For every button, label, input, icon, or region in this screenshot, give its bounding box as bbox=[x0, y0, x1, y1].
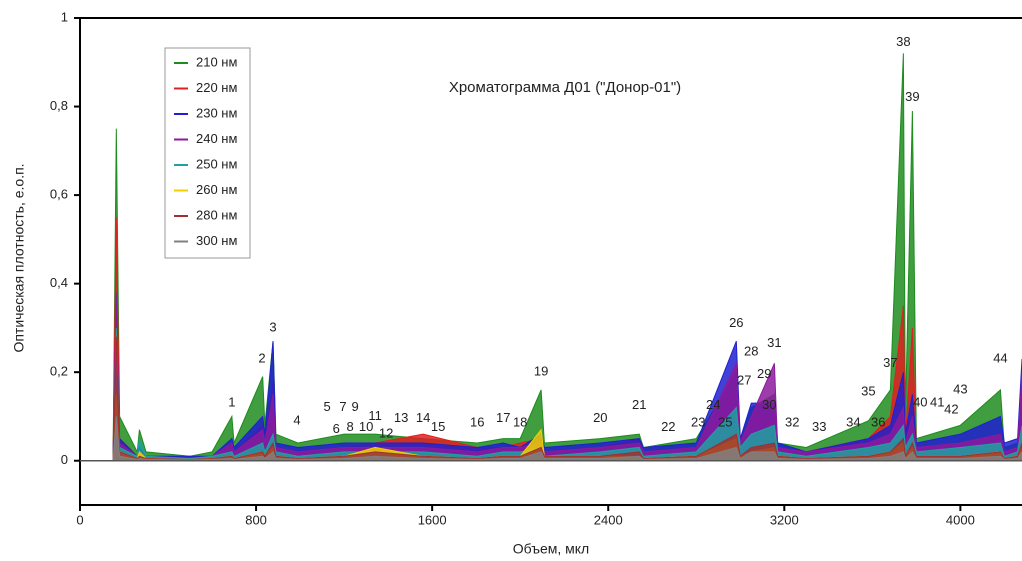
peak-label: 10 bbox=[359, 419, 373, 434]
trace-area bbox=[80, 336, 1022, 462]
chart-title: Хроматограмма Д01 ("Донор-01") bbox=[449, 79, 681, 96]
peak-label: 36 bbox=[871, 415, 885, 430]
legend-label: 300 нм bbox=[196, 233, 237, 248]
peak-label: 17 bbox=[496, 410, 510, 425]
peak-label: 42 bbox=[944, 401, 958, 416]
peak-label: 16 bbox=[470, 415, 484, 430]
peak-label: 32 bbox=[785, 415, 799, 430]
peak-label: 14 bbox=[416, 410, 430, 425]
y-axis-label: Оптическая плотность, е.о.п. bbox=[11, 163, 27, 352]
peak-label: 12 bbox=[379, 426, 393, 441]
peak-label: 1 bbox=[228, 395, 235, 410]
traces bbox=[80, 53, 1022, 462]
peak-label: 26 bbox=[729, 315, 743, 330]
x-tick-label: 800 bbox=[245, 512, 267, 527]
peak-label: 18 bbox=[513, 415, 527, 430]
peak-label: 19 bbox=[534, 364, 548, 379]
x-axis-label: Объем, мкл bbox=[513, 541, 589, 557]
peak-label: 5 bbox=[324, 399, 331, 414]
x-tick-label: 0 bbox=[76, 512, 83, 527]
peak-label: 9 bbox=[351, 399, 358, 414]
y-tick-label: 0 bbox=[61, 452, 68, 467]
peak-label: 6 bbox=[333, 421, 340, 436]
legend-box bbox=[164, 47, 251, 259]
frame bbox=[79, 17, 1022, 506]
legend-label: 250 нм bbox=[196, 156, 237, 171]
peak-label: 7 bbox=[339, 399, 346, 414]
peak-label: 2 bbox=[258, 350, 265, 365]
x-tick-label: 3200 bbox=[770, 512, 799, 527]
peak-label: 43 bbox=[953, 381, 967, 396]
legend-label: 280 нм bbox=[196, 207, 237, 222]
peak-label: 41 bbox=[930, 395, 944, 410]
legend-label: 240 нм bbox=[196, 131, 237, 146]
peak-label: 28 bbox=[744, 344, 758, 359]
peak-label: 39 bbox=[905, 89, 919, 104]
peak-label: 37 bbox=[883, 355, 897, 370]
peak-label: 38 bbox=[896, 34, 910, 49]
peak-label: 27 bbox=[737, 372, 751, 387]
peak-label: 24 bbox=[706, 397, 720, 412]
trace-area bbox=[80, 310, 1022, 462]
peak-label: 31 bbox=[767, 335, 781, 350]
peak-label: 30 bbox=[762, 397, 776, 412]
legend-label: 210 нм bbox=[196, 54, 237, 69]
peak-label: 44 bbox=[993, 350, 1007, 365]
y-tick-label: 0,4 bbox=[50, 275, 68, 290]
peak-label: 22 bbox=[661, 419, 675, 434]
y-tick-label: 0,2 bbox=[50, 364, 68, 379]
legend-label: 260 нм bbox=[196, 182, 237, 197]
y-tick-label: 0,8 bbox=[50, 98, 68, 113]
peak-label: 35 bbox=[861, 384, 875, 399]
peak-label: 40 bbox=[913, 395, 927, 410]
trace-area bbox=[80, 416, 1022, 462]
peak-label: 11 bbox=[368, 408, 382, 423]
legend-label: 230 нм bbox=[196, 105, 237, 120]
x-tick-label: 2400 bbox=[594, 512, 623, 527]
peak-label: 20 bbox=[593, 410, 607, 425]
y-tick-label: 1 bbox=[61, 9, 68, 24]
legend-label: 220 нм bbox=[196, 80, 237, 95]
peak-label: 13 bbox=[394, 410, 408, 425]
peak-label: 4 bbox=[293, 412, 300, 427]
peak-label: 23 bbox=[691, 415, 705, 430]
peak-label: 25 bbox=[718, 415, 732, 430]
y-tick-label: 0,6 bbox=[50, 187, 68, 202]
trace-area bbox=[80, 53, 1022, 462]
peak-label: 34 bbox=[846, 415, 860, 430]
peak-label: 21 bbox=[632, 397, 646, 412]
peak-label: 29 bbox=[757, 366, 771, 381]
x-tick-label: 1600 bbox=[418, 512, 447, 527]
peak-label: 8 bbox=[346, 419, 353, 434]
peak-label: 3 bbox=[269, 319, 276, 334]
peak-label: 15 bbox=[431, 419, 445, 434]
peak-label: 33 bbox=[812, 419, 826, 434]
x-tick-label: 4000 bbox=[946, 512, 975, 527]
